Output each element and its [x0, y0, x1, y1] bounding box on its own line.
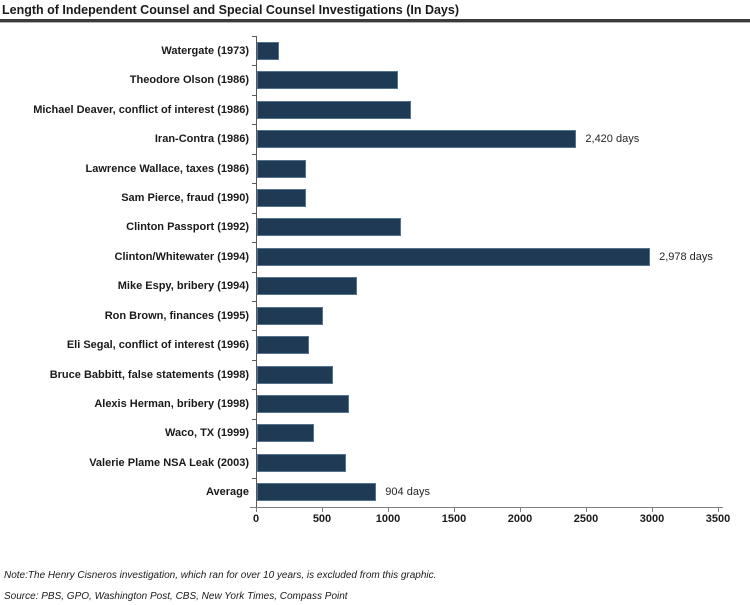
x-axis-tick [586, 508, 587, 512]
bar [257, 483, 377, 502]
y-axis-tick [252, 272, 256, 273]
title-rule [0, 19, 750, 23]
bar [257, 395, 349, 413]
bar-value-label: 2,978 days [659, 250, 713, 263]
y-axis-tick [252, 213, 256, 214]
y-axis-tick [252, 124, 256, 125]
category-label: Average [205, 486, 249, 499]
x-axis-tick [322, 508, 323, 512]
y-axis-tick [252, 389, 256, 390]
category-label: Alexis Herman, bribery (1998) [94, 398, 249, 410]
bar [257, 277, 358, 296]
category-label: Waco, TX (1999) [165, 427, 249, 440]
bar [257, 41, 280, 60]
x-axis-tick-label: 1500 [441, 513, 467, 525]
bar [257, 71, 398, 90]
x-axis-tick-label: 2500 [573, 513, 599, 525]
y-axis-tick [252, 95, 256, 96]
bar [257, 453, 347, 472]
chart-source: Source: PBS, GPO, Washington Post, CBS, … [4, 591, 348, 602]
x-axis-tick-label: 2000 [507, 513, 533, 525]
category-label: Ron Brown, finances (1995) [104, 309, 249, 322]
x-axis-tick [718, 508, 719, 512]
bar [257, 130, 577, 148]
bar [257, 365, 333, 384]
category-label: Watergate (1973) [161, 44, 249, 57]
y-axis-tick [252, 242, 256, 243]
y-axis-tick [252, 183, 256, 184]
x-axis-tick [388, 508, 389, 512]
y-axis-tick [252, 360, 256, 361]
x-axis-tick-label: 3000 [639, 513, 665, 525]
chart-note: Note:The Henry Cisneros investigation, w… [4, 570, 437, 581]
y-axis-tick [252, 478, 256, 479]
x-axis-tick [256, 508, 257, 512]
category-label: Clinton Passport (1992) [126, 221, 249, 234]
x-axis-tick-label: 3500 [705, 513, 731, 525]
y-axis-tick [252, 448, 256, 449]
category-label: Clinton/Whitewater (1994) [114, 250, 249, 263]
category-label: Eli Segal, conflict of interest (1996) [66, 339, 249, 352]
y-axis-tick [252, 419, 256, 420]
bar-value-label: 904 days [385, 486, 430, 499]
bar [257, 188, 306, 207]
category-label: Valerie Plame NSA Leak (2003) [89, 456, 249, 469]
category-label: Theodore Olson (1986) [129, 74, 249, 87]
x-axis-tick-label: 0 [252, 513, 260, 525]
y-axis-tick [252, 65, 256, 66]
y-axis-line [256, 36, 257, 507]
y-axis-tick [252, 330, 256, 331]
bar [257, 100, 412, 119]
y-axis-tick [252, 36, 256, 37]
bar [257, 218, 401, 237]
x-axis-tick [652, 508, 653, 512]
category-label: Mike Espy, bribery (1994) [117, 280, 249, 293]
y-axis-tick [252, 301, 256, 302]
y-axis-tick [252, 154, 256, 155]
bar [257, 306, 323, 325]
bar [257, 336, 310, 355]
x-axis-tick-label: 500 [312, 513, 332, 525]
bar [257, 424, 314, 443]
bar-value-label: 2,420 days [585, 133, 640, 145]
category-label: Lawrence Wallace, taxes (1986) [85, 162, 249, 175]
bar [257, 247, 651, 266]
category-label: Sam Pierce, fraud (1990) [121, 191, 249, 204]
x-axis-line [250, 507, 723, 508]
category-label: Bruce Babbitt, false statements (1998) [49, 368, 249, 381]
chart-title: Length of Independent Counsel and Specia… [2, 3, 459, 17]
x-axis-tick-label: 1000 [375, 513, 401, 525]
category-label: Iran-Contra (1986) [154, 133, 249, 145]
bar [257, 159, 306, 178]
category-label: Michael Deaver, conflict of interest (19… [33, 103, 249, 116]
x-axis-tick [520, 508, 521, 512]
x-axis-tick [454, 508, 455, 512]
